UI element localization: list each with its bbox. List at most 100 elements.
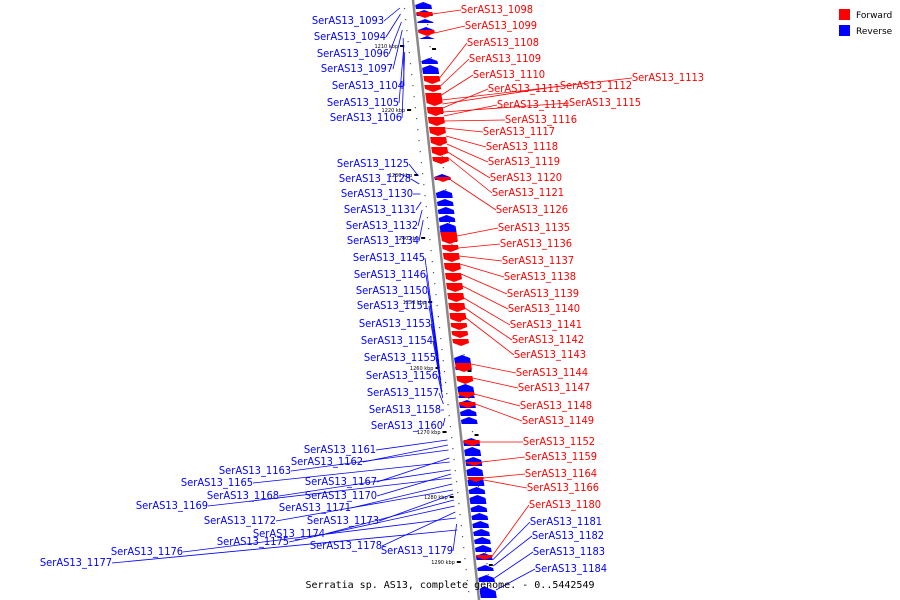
forward-gene-arrow [443,263,461,272]
backbone-dot [458,503,460,505]
gene-label-right: SerAS13_1099 [465,19,537,32]
backbone-dot [452,448,454,450]
gene-label-right: SerAS13_1115 [569,96,641,109]
backbone-dot [425,206,427,208]
gene-label-left: SerAS13_1169 [136,499,208,512]
label-leader-line [460,273,508,295]
label-leader-line [470,363,517,374]
gene-label-right: SerAS13_1113 [632,71,704,84]
reverse-gene-arrow [457,384,475,392]
forward-gene-arrow [425,93,443,106]
backbone-dot [468,591,470,593]
label-leader-line [456,227,499,237]
gene-label-right: SerAS13_1110 [473,68,545,81]
backbone-dot [460,525,462,527]
label-leader-line [463,297,511,326]
backbone-dot [451,437,453,439]
backbone-dot [429,46,431,48]
reverse-gene-arrow [477,565,494,571]
gene-label-right: SerAS13_1117 [483,125,555,138]
forward-gene-arrow [476,555,493,560]
backbone-dot [463,547,465,549]
forward-gene-arrow [428,127,446,136]
label-leader-line [388,21,402,55]
backbone-dot [448,415,450,417]
backbone-dot [486,563,488,565]
gene-label-right: SerAS13_1142 [512,333,584,346]
forward-gene-arrow [426,107,444,116]
scale-ticks: 1210 kbp 1220 kbp 1230 kbp 1240 kbp 1250 kbp… [374,44,493,566]
label-leader-line [415,201,422,211]
backbone-dot [466,580,468,582]
gene-label-left: SerAS13_1173 [307,514,379,527]
gene-label-right: SerAS13_1116 [505,113,577,126]
gene-label-left: SerAS13_1156 [366,369,438,382]
backbone-dot [409,63,412,65]
reverse-gene-arrow [474,545,492,552]
gene-label-left: SerAS13_1130 [341,187,413,200]
label-leader-line [483,473,526,479]
backbone-dot [442,360,444,362]
gene-label-right: SerAS13_1166 [527,481,599,494]
backbone-dot [412,85,414,87]
backbone-dot [418,140,420,142]
gene-label-right: SerAS13_1108 [467,36,539,49]
label-leader-line [324,499,455,535]
tick-mark [474,434,479,436]
label-leader-line [450,179,497,211]
backbone-dot [477,486,480,488]
tick-mark [442,431,447,433]
backbone-dot [428,228,430,230]
gene-label-left: SerAS13_1128 [339,172,411,185]
gene-label-left: SerAS13_1096 [317,47,389,60]
forward-gene-arrow [418,30,435,36]
gene-label-right: SerAS13_1098 [461,3,533,16]
gene-label-left: SerAS13_1132 [346,219,418,232]
gene-label-right: SerAS13_1118 [486,140,558,153]
forward-gene-arrow [456,376,474,384]
backbone-dot [436,305,438,307]
backbone-dot [424,195,426,197]
gene-label-right: SerAS13_1182 [532,529,604,542]
gene-label-left: SerAS13_1171 [279,501,351,514]
gene-label-right: SerAS13_1152 [523,435,595,448]
tick-mark [414,174,419,176]
label-leader-line [435,357,443,393]
label-leader-line [111,529,458,564]
reverse-gene-arrow [479,586,491,591]
label-leader-line [447,151,491,179]
label-leader-line [438,392,444,405]
label-leader-line [481,456,526,463]
gene-label-left: SerAS13_1177 [40,556,112,569]
gene-label-right: SerAS13_1114 [497,98,569,111]
gene-label-left: SerAS13_1163 [219,464,291,477]
forward-gene-arrow [459,402,476,408]
gene-label-left: SerAS13_1134 [347,234,419,247]
label-leader-line [475,403,523,422]
tick-mark [449,496,454,498]
label-leader-line [443,104,498,117]
gene-label-left: SerAS13_1104 [332,79,404,92]
label-leader-line [182,517,457,553]
forward-gene-arrow [423,76,441,84]
tick-label: 1280 kbp [424,495,448,501]
backbone-dot [465,569,467,571]
forward-gene-arrow [445,273,463,282]
label-leader-line [288,505,455,543]
backbone-dot [447,404,449,406]
reverse-gene-arrow [474,537,491,544]
backbone-dot [423,184,425,186]
label-leader-line [459,255,503,262]
backbone-dot [471,431,474,433]
gene-label-left: SerAS13_1154 [361,334,433,347]
label-leader-line [376,473,452,497]
gene-label-left: SerAS13_1179 [381,544,453,557]
backbone-dot [415,118,418,120]
reverse-gene-arrow [473,529,490,536]
forward-gene-arrow [463,440,481,446]
gene-label-right: SerAS13_1138 [504,270,576,283]
label-leader-line [445,135,487,148]
gene-label-left: SerAS13_1160 [371,419,443,432]
backbone-dot [464,558,466,560]
